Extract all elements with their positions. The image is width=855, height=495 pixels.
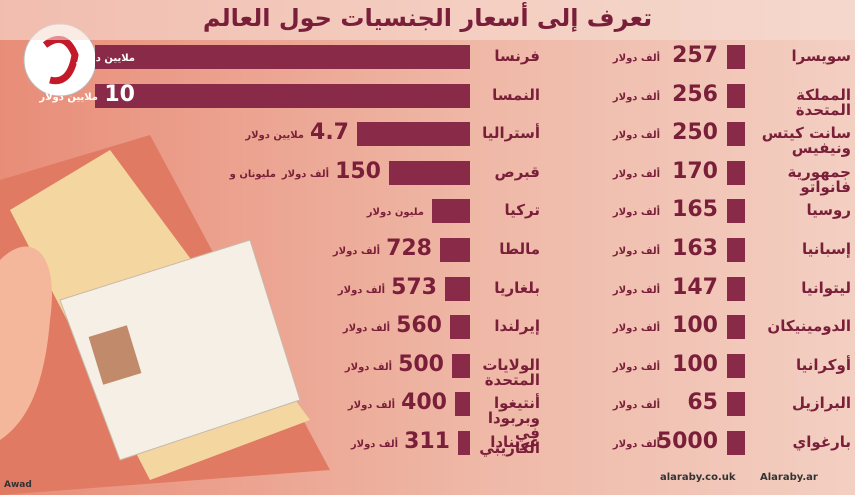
amount: 573 <box>391 274 437 300</box>
country-name: سانت كيتس ونيفيس <box>761 124 851 158</box>
country-name: النمسا <box>492 85 540 104</box>
unit: ألف دولار <box>612 207 660 219</box>
unit: ألف دولار <box>612 361 660 373</box>
amount: 100 <box>672 351 718 377</box>
unit: ألف دولار <box>344 361 392 373</box>
country-name: بلغاريا <box>494 278 540 297</box>
marker <box>727 353 745 378</box>
photo <box>88 325 142 385</box>
unit: ألف دولار <box>337 284 385 296</box>
social: Alaraby.ar <box>760 472 818 483</box>
amount: 147 <box>672 274 718 300</box>
country-name: المملكة المتحدة <box>795 85 851 119</box>
country-name: تركيا <box>504 201 540 220</box>
unit: ألف دولار <box>612 130 660 142</box>
country-name: بارغواي <box>792 433 851 451</box>
hand <box>0 246 52 440</box>
country-name: فرنسا <box>494 47 540 65</box>
country-name: الولايات المتحدة <box>482 355 540 389</box>
country-name: أنتيغوا وبربودا في الكاريبي <box>479 394 540 458</box>
country-name: إسبانيا <box>801 240 851 258</box>
country-name: أوكرانيا <box>795 355 851 374</box>
unit: ألف دولار <box>612 246 660 257</box>
site: alaraby.co.uk <box>660 472 736 483</box>
country-name: سويسرا <box>791 47 851 65</box>
amount: 163 <box>672 236 718 261</box>
amount: 400 <box>401 390 447 416</box>
amount: 65 <box>687 390 718 416</box>
unit: ألف دولار <box>281 168 329 180</box>
bar <box>95 45 470 69</box>
country-name: قبرص <box>494 162 540 181</box>
marker <box>727 431 745 455</box>
unit: ألف دولار <box>342 323 390 335</box>
credit: Awad <box>4 480 32 490</box>
amount: 728 <box>386 236 432 261</box>
amount: 257 <box>672 43 718 68</box>
bar <box>389 160 470 185</box>
amount: 100 <box>672 313 718 339</box>
marker <box>727 276 745 301</box>
marker <box>727 122 745 147</box>
unit: ألف دولار <box>612 91 660 103</box>
marker <box>727 45 745 69</box>
bar <box>95 83 470 108</box>
unit: ملايين دولار <box>76 53 135 64</box>
unit: ملايين دولار <box>245 130 304 142</box>
country-name: إيرلندا <box>494 317 540 336</box>
amount: 4.7 <box>310 120 349 146</box>
unit: مليون دولار <box>366 207 424 219</box>
amount: 165 <box>672 197 718 223</box>
unit: ألف دولار <box>347 400 395 412</box>
amount: 170 <box>672 158 718 184</box>
country-name: ليتوانيا <box>801 278 851 297</box>
amount: 560 <box>396 313 442 339</box>
marker <box>727 315 745 340</box>
bar <box>432 199 470 224</box>
bar <box>445 276 470 301</box>
country-name: أستراليا <box>482 124 540 143</box>
unit: ألف دولار <box>612 323 660 335</box>
unit: ألف دولار <box>332 246 380 257</box>
country-name: الدومينيكان <box>767 317 851 336</box>
prefix: مليونان و <box>229 168 276 180</box>
amount: 5000 <box>656 429 718 454</box>
unit: ألف دولار <box>612 439 660 450</box>
marker <box>727 199 745 224</box>
bar <box>452 353 470 378</box>
country-name: جمهورية فانواتو <box>787 162 851 196</box>
bar <box>440 238 470 262</box>
unit: ألف دولار <box>612 284 660 296</box>
amount: 311 <box>404 429 450 454</box>
country-name: مالطا <box>499 240 540 258</box>
country-name: روسيا <box>806 201 851 220</box>
country-name: البرازيل <box>791 394 851 413</box>
passport-page <box>59 239 301 461</box>
amount: 256 <box>672 81 718 107</box>
unit: ملايين دولار <box>39 91 98 103</box>
amount: 500 <box>398 351 444 377</box>
unit: ألف دولار <box>350 439 398 450</box>
amount: 250 <box>672 120 718 146</box>
unit: ألف دولار <box>612 168 660 180</box>
marker <box>727 160 745 185</box>
unit: ألف دولار <box>612 400 660 412</box>
unit: ألف دولار <box>612 53 660 64</box>
marker <box>727 238 745 262</box>
amount: 10 <box>104 81 135 107</box>
bar <box>455 392 470 417</box>
bar <box>357 122 470 147</box>
bar <box>458 431 470 455</box>
bar <box>450 315 470 340</box>
amount: 150 <box>335 158 381 184</box>
marker <box>727 83 745 108</box>
title: تعرف إلى أسعار الجنسيات حول العالم <box>202 4 653 32</box>
marker <box>727 392 745 417</box>
country-name: غرينادا <box>490 433 540 451</box>
title-band <box>0 0 855 40</box>
